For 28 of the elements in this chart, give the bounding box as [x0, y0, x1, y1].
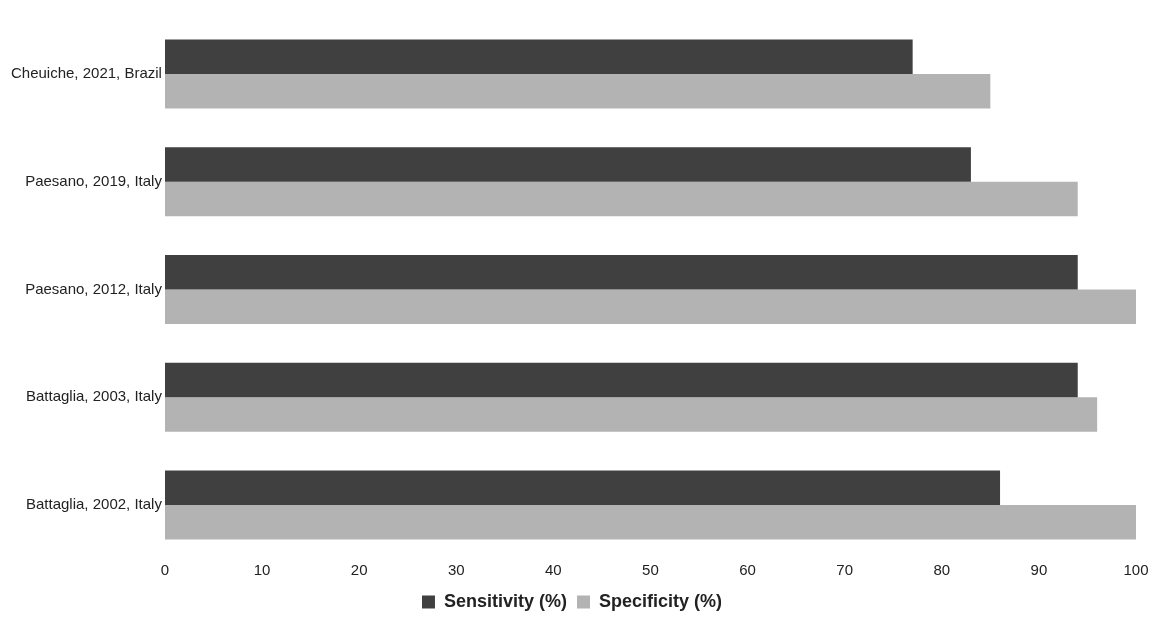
x-tick-label: 70 [836, 561, 854, 579]
bar [164, 505, 1136, 540]
x-tick-label: 80 [933, 561, 951, 579]
bar [164, 181, 1078, 217]
x-tick-label: 100 [1123, 561, 1149, 579]
legend-label: Specificity (%) [599, 590, 723, 611]
y-tick-label: Paesano, 2019, Italy [25, 171, 163, 189]
x-tick-label: 40 [545, 561, 562, 579]
legend-label: Sensitivity (%) [443, 590, 568, 611]
y-tick-label: Battaglia, 2003, Italy [25, 387, 163, 405]
bar [164, 397, 1098, 432]
x-tick-label: 30 [447, 561, 465, 579]
y-tick-label: Battaglia, 2002, Italy [25, 495, 163, 513]
x-tick-label: 10 [253, 561, 271, 579]
y-tick-label: Paesano, 2012, Italy [25, 279, 163, 297]
bar [164, 289, 1136, 324]
y-tick-label: Cheuiche, 2021, Brazil [10, 64, 162, 82]
x-tick-label: 0 [160, 561, 170, 579]
x-tick-label: 50 [642, 561, 659, 579]
x-tick-label: 60 [739, 561, 756, 579]
bar [164, 362, 1078, 398]
x-tick-label: 90 [1030, 561, 1048, 579]
x-tick-label: 20 [350, 561, 368, 579]
bar [164, 470, 1001, 506]
bar [164, 39, 913, 74]
bar [164, 73, 991, 109]
bar [164, 147, 971, 182]
bar [164, 255, 1078, 290]
